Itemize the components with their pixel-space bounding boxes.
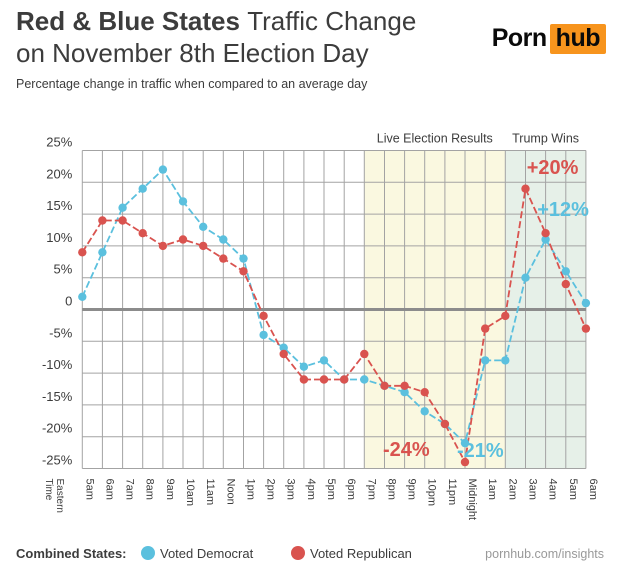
svg-text:1am: 1am <box>486 479 498 500</box>
svg-text:8pm: 8pm <box>386 479 398 500</box>
svg-text:10pm: 10pm <box>426 479 438 507</box>
svg-text:25%: 25% <box>46 135 72 150</box>
svg-text:9am: 9am <box>164 479 176 500</box>
svg-text:5pm: 5pm <box>325 479 337 500</box>
svg-text:6am: 6am <box>587 479 599 500</box>
svg-text:Midnight: Midnight <box>466 479 478 521</box>
svg-text:Voted Republican: Voted Republican <box>310 546 412 561</box>
svg-text:3am: 3am <box>527 479 539 500</box>
svg-text:6am: 6am <box>103 479 115 500</box>
svg-text:3pm: 3pm <box>285 479 297 500</box>
svg-text:-5%: -5% <box>49 325 73 340</box>
svg-text:5am: 5am <box>83 479 95 500</box>
svg-text:2am: 2am <box>506 479 518 500</box>
svg-text:-10%: -10% <box>42 357 73 372</box>
svg-text:2pm: 2pm <box>265 479 277 500</box>
svg-text:+12%: +12% <box>537 199 589 221</box>
svg-text:7pm: 7pm <box>365 479 377 500</box>
svg-text:-15%: -15% <box>42 389 73 404</box>
svg-text:7am: 7am <box>124 479 136 500</box>
svg-text:4am: 4am <box>547 479 559 500</box>
svg-text:8am: 8am <box>144 479 156 500</box>
svg-text:Live Election Results: Live Election Results <box>377 132 493 146</box>
svg-text:Time: Time <box>43 479 54 501</box>
svg-text:9pm: 9pm <box>406 479 418 500</box>
svg-text:5%: 5% <box>54 262 73 277</box>
svg-text:-25%: -25% <box>42 453 73 468</box>
svg-text:-21%: -21% <box>457 440 504 462</box>
svg-text:Eastern: Eastern <box>54 479 65 513</box>
svg-text:20%: 20% <box>46 166 72 181</box>
svg-text:15%: 15% <box>46 198 72 213</box>
svg-text:Trump Wins: Trump Wins <box>512 132 579 146</box>
svg-text:6pm: 6pm <box>345 479 357 500</box>
svg-text:5am: 5am <box>567 479 579 500</box>
svg-text:Combined States:: Combined States: <box>16 546 127 561</box>
svg-text:Voted Democrat: Voted Democrat <box>160 546 254 561</box>
svg-text:4pm: 4pm <box>305 479 317 500</box>
svg-text:+20%: +20% <box>527 157 579 179</box>
svg-text:-24%: -24% <box>383 439 430 461</box>
svg-text:11pm: 11pm <box>446 479 458 506</box>
svg-text:1pm: 1pm <box>245 479 257 500</box>
svg-text:0: 0 <box>65 294 72 309</box>
svg-text:Noon: Noon <box>224 479 236 505</box>
svg-text:-20%: -20% <box>42 421 73 436</box>
svg-text:11am: 11am <box>204 479 216 506</box>
svg-text:pornhub.com/insights: pornhub.com/insights <box>485 547 604 561</box>
svg-text:10am: 10am <box>184 479 196 507</box>
svg-text:10%: 10% <box>46 230 72 245</box>
